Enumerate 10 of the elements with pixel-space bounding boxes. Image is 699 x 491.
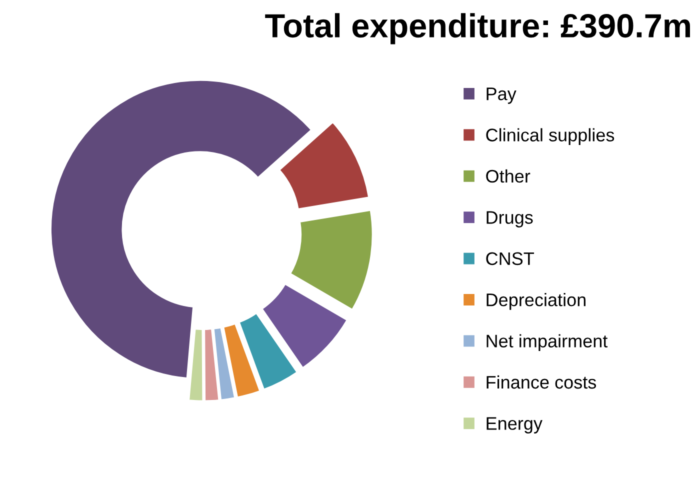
legend-label: Energy xyxy=(486,417,542,434)
legend-label: Net impairment xyxy=(486,334,608,352)
legend-label: Finance costs xyxy=(486,375,596,389)
chart-title: Total expenditure: £390.7m xyxy=(265,13,690,44)
legend-label: Depreciation xyxy=(486,293,586,310)
legend-label: Clinical supplies xyxy=(486,128,614,146)
legend-label: Other xyxy=(486,169,530,183)
legend-label: Drugs xyxy=(486,211,533,228)
legend-label: CNST xyxy=(486,252,534,266)
legend-label: Pay xyxy=(486,88,516,104)
